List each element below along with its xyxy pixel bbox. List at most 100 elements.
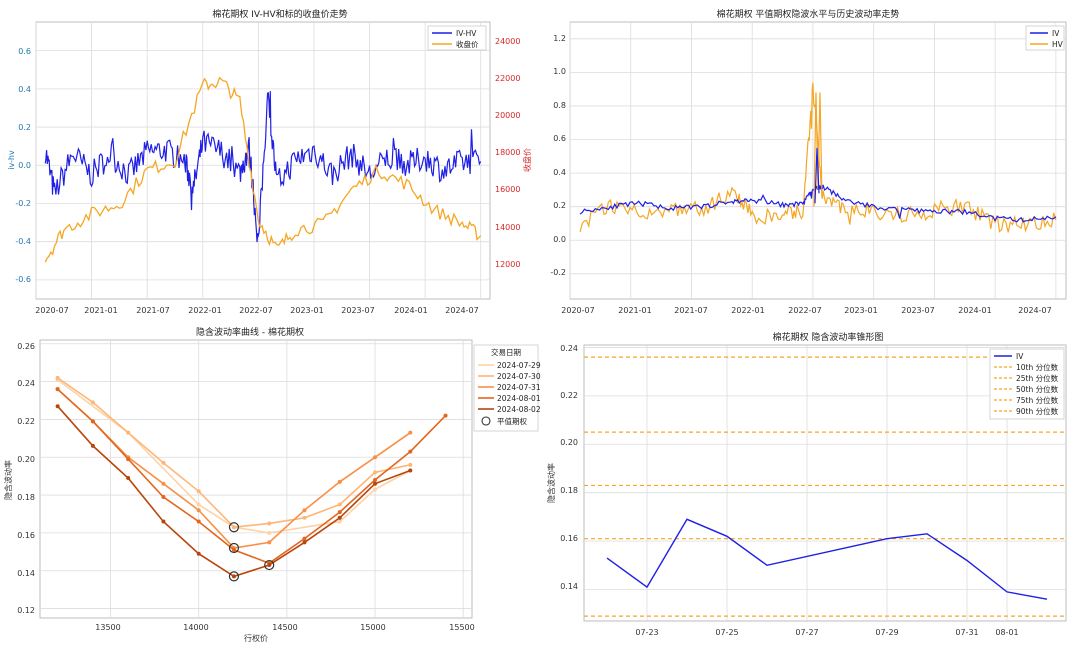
chart2-y-ticks: -0.2 0.0 0.2 0.4 0.6 0.8 1.0 1.2 [550, 34, 566, 277]
y-tick: 0.6 [553, 134, 566, 143]
smile-point [373, 481, 378, 486]
series-hv-spike [813, 92, 823, 207]
y-tick: 0.14 [560, 582, 578, 591]
chart3-legend: 交易日期 2024-07-29 2024-07-30 2024-07-31 20… [473, 344, 541, 432]
y-tick: 0.22 [17, 417, 35, 426]
chart4-y-ticks: 0.14 0.16 0.18 0.20 0.22 0.24 [560, 344, 578, 591]
legend-label: 10th 分位数 [1016, 362, 1059, 372]
smile-point [55, 375, 60, 380]
y-tick: 0.2 [553, 201, 566, 210]
y2-tick: 12000 [495, 260, 520, 269]
legend-box [989, 348, 1065, 420]
legend-label: HV [1052, 40, 1064, 49]
iv-line [606, 518, 1048, 600]
chart2-legend: IV HV [1025, 25, 1065, 51]
smile-point [337, 515, 342, 520]
chart4-legend: IV 10th 分位数 25th 分位数 50th 分位数 75th 分位数 9… [989, 348, 1065, 420]
chart1-plot-area [35, 21, 491, 300]
legend-label: 50th 分位数 [1016, 384, 1059, 394]
chart3-x-ticks: 13500 14000 14500 15000 15500 [95, 623, 474, 632]
chart3-y-label: 隐含波动率 [3, 460, 13, 500]
y-tick: 0.18 [17, 493, 35, 502]
x-tick: 2022-01 [731, 306, 764, 315]
y-tick: 0.16 [17, 531, 35, 540]
smile-point [90, 419, 95, 424]
legend-label: 75th 分位数 [1016, 395, 1059, 405]
y-tick: 0.20 [17, 455, 35, 464]
smile-point [196, 502, 201, 507]
y-tick: -0.2 [15, 199, 31, 208]
smile-point [161, 494, 166, 499]
smile-point [443, 413, 448, 418]
smile-point [373, 477, 378, 482]
y-tick: -0.4 [15, 237, 31, 246]
smile-point [373, 487, 378, 492]
chart1-y-right-ticks: 12000 14000 16000 18000 20000 22000 2400… [495, 37, 520, 269]
legend-label: 25th 分位数 [1016, 373, 1059, 383]
y-tick: 1.2 [553, 34, 566, 43]
x-tick: 2024-07 [445, 306, 478, 315]
chart2-title: 棉花期权 平值期权隐波水平与历史波动率走势 [717, 8, 900, 20]
atm-marker [228, 522, 240, 533]
smile-point [126, 457, 131, 462]
y-tick: 0.24 [17, 379, 35, 388]
y2-tick: 18000 [495, 148, 520, 157]
series-line-price [44, 76, 482, 263]
x-tick: 2022-07 [788, 306, 821, 315]
series-line-iv [579, 184, 1057, 223]
y-tick: 0.16 [560, 534, 578, 543]
smile-point [337, 502, 342, 507]
series-line-ivhv [44, 91, 482, 243]
x-tick: 13500 [95, 623, 120, 632]
series-iv-spike [814, 147, 820, 204]
smile-point [196, 551, 201, 556]
smile-point [90, 443, 95, 448]
chart1-y-left-label: iv-hv [7, 150, 16, 170]
smile-point [267, 540, 272, 545]
chart-iv-hv: 棉花期权 平值期权隐波水平与历史波动率走势 2020-07 2021-01 20… [550, 8, 1067, 315]
y-tick: 0.12 [17, 606, 35, 615]
smile-point [302, 515, 307, 520]
smile-point [337, 519, 342, 524]
chart4-x-ticks: 07-23 07-25 07-27 07-29 07-31 08-01 [635, 628, 1018, 637]
y-tick: 0.14 [17, 569, 35, 578]
legend-atm-marker [481, 416, 491, 426]
y2-tick: 20000 [495, 111, 520, 120]
x-tick: 2020-07 [35, 306, 68, 315]
smile-point [267, 530, 272, 535]
chart-ivhv-price: 棉花期权 IV-HV和标的收盘价走势 2020-07 2021-01 2021-… [7, 8, 532, 315]
y-tick: 0.18 [560, 486, 578, 495]
smile-point [196, 508, 201, 513]
x-tick: 2021-01 [618, 306, 651, 315]
smile-point [408, 449, 413, 454]
series-line-hv [579, 82, 1057, 233]
legend-label: 收盘价 [456, 39, 479, 49]
chart3-series [55, 375, 448, 582]
smile-point [337, 479, 342, 484]
smile-point [161, 519, 166, 524]
smile-point [267, 563, 272, 568]
x-tick: 2022-01 [188, 306, 221, 315]
smile-point [373, 455, 378, 460]
x-tick: 2023-07 [901, 306, 934, 315]
chart1-x-ticks: 2020-07 2021-01 2021-07 2022-01 2022-07 … [35, 306, 478, 315]
x-tick: 07-31 [955, 628, 978, 637]
smile-point [196, 489, 201, 494]
smile-point [90, 400, 95, 405]
y-tick: 0.6 [18, 47, 31, 56]
legend-label: 2024-08-02 [497, 405, 541, 414]
chart1-title: 棉花期权 IV-HV和标的收盘价走势 [212, 8, 347, 20]
smile-point [55, 387, 60, 392]
smile-point [231, 574, 236, 579]
smile-line-2024-07-29 [57, 379, 411, 534]
legend-label: 平值期权 [497, 416, 527, 426]
atm-marker [228, 542, 240, 554]
x-tick: 2021-01 [84, 306, 117, 315]
legend-label: IV-HV [456, 29, 477, 38]
x-tick: 07-25 [715, 628, 738, 637]
chart2-x-ticks: 2020-07 2021-01 2021-07 2022-01 2022-07 … [561, 306, 1051, 315]
smile-point [408, 468, 413, 473]
smile-point [302, 536, 307, 541]
smile-line-2024-08-01 [57, 388, 447, 565]
